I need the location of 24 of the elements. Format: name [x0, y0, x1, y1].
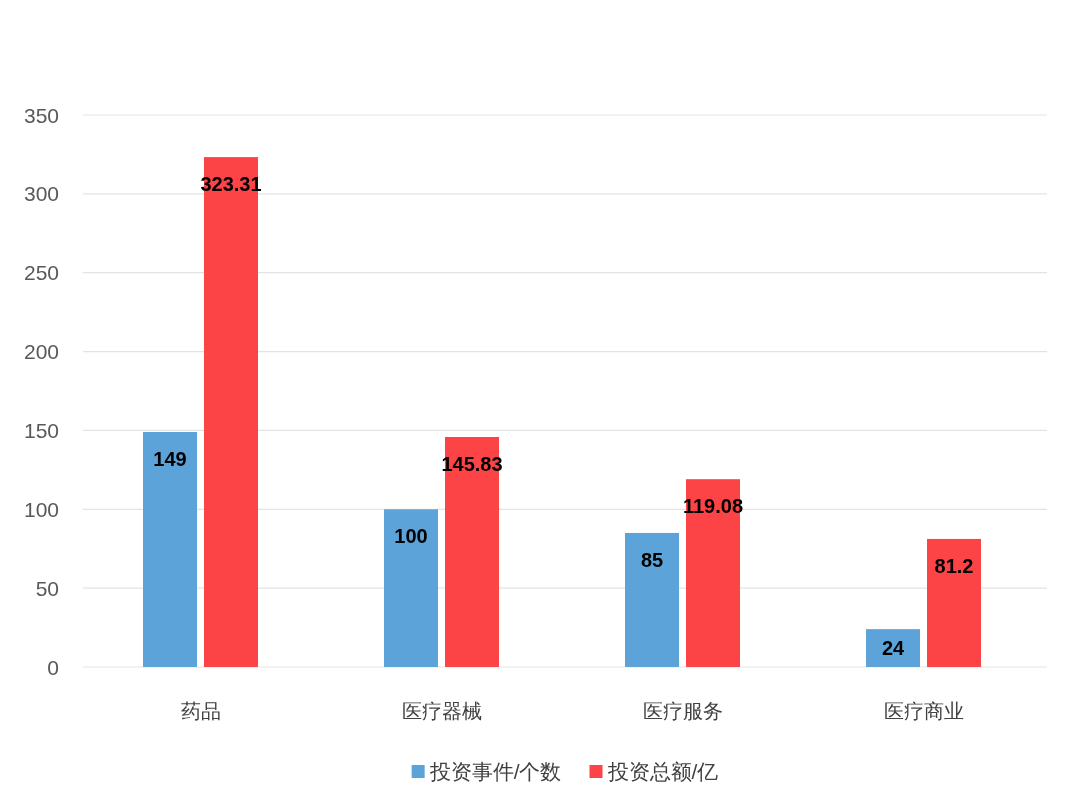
- data-label: 81.2: [934, 554, 974, 577]
- data-label: 85: [640, 548, 664, 571]
- y-tick-label: 300: [23, 182, 59, 206]
- y-tick-label: 50: [35, 576, 59, 600]
- data-label: 100: [394, 525, 428, 548]
- bar: [384, 509, 438, 667]
- y-tick-label: 350: [23, 103, 59, 127]
- bar: [625, 532, 679, 667]
- x-tick-label: 医疗器械: [401, 700, 482, 722]
- bar: [927, 538, 981, 667]
- y-tick-label: 150: [23, 418, 59, 442]
- bar: [866, 629, 920, 667]
- y-tick-label: 200: [23, 340, 59, 364]
- x-tick-label: 药品: [180, 700, 221, 722]
- x-tick-label: 医疗服务: [642, 700, 723, 722]
- legend-label: 投资总额/亿: [606, 759, 719, 783]
- bar: [143, 432, 197, 667]
- legend-label: 投资事件/个数: [428, 759, 562, 783]
- y-tick-label: 250: [23, 261, 59, 285]
- data-label: 149: [153, 448, 187, 471]
- y-tick-label: 100: [23, 497, 59, 521]
- x-tick-label: 医疗商业: [883, 700, 964, 722]
- y-tick-label: 0: [47, 655, 59, 679]
- data-label: 24: [881, 637, 905, 660]
